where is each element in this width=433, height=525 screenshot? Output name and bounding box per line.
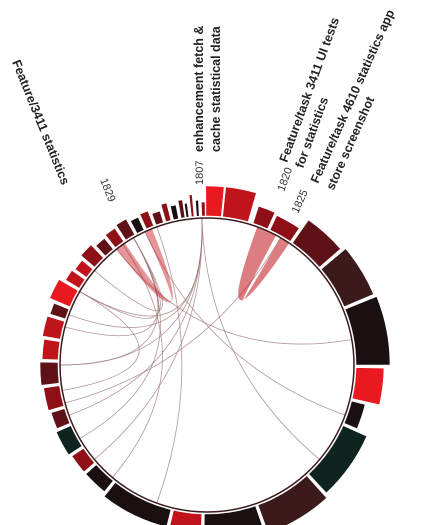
arc-segment[interactable] bbox=[71, 447, 95, 473]
arc-segment[interactable] bbox=[308, 425, 368, 494]
arc-segment[interactable] bbox=[65, 269, 86, 289]
arc-segment[interactable] bbox=[160, 202, 172, 223]
chord-link bbox=[64, 237, 159, 337]
arc-segment[interactable] bbox=[74, 259, 94, 278]
label-1829[interactable]: 1829 bbox=[97, 177, 117, 204]
arc-segment[interactable] bbox=[201, 201, 206, 217]
arc-segment[interactable] bbox=[151, 210, 164, 226]
chord-link bbox=[94, 237, 163, 312]
chord-links bbox=[59, 218, 352, 504]
label-1829-number: 1829 bbox=[97, 177, 117, 204]
arc-segment[interactable] bbox=[222, 186, 257, 223]
highlight-ribbons bbox=[116, 226, 290, 303]
arc-segment[interactable] bbox=[49, 279, 79, 308]
label-1820[interactable]: 1820 bbox=[276, 166, 296, 193]
arc-segments bbox=[39, 185, 391, 525]
chord-link bbox=[64, 237, 281, 404]
arc-segment[interactable] bbox=[195, 199, 200, 217]
arc-segment[interactable] bbox=[80, 244, 104, 268]
label-1807-number: 1807 bbox=[194, 161, 206, 185]
chord-link bbox=[116, 248, 352, 345]
chord-link bbox=[112, 244, 163, 478]
chord-link bbox=[59, 218, 203, 366]
arc-segment[interactable] bbox=[188, 194, 195, 218]
arc-segment[interactable] bbox=[205, 185, 225, 218]
arc-segment[interactable] bbox=[320, 248, 375, 308]
chord-link bbox=[79, 237, 161, 439]
arc-segment[interactable] bbox=[169, 509, 203, 525]
arc-segment[interactable] bbox=[104, 227, 125, 249]
arc-segment[interactable] bbox=[169, 204, 179, 221]
arc-segment[interactable] bbox=[343, 400, 366, 430]
arc-segment[interactable] bbox=[95, 237, 114, 257]
arc-segment[interactable] bbox=[39, 361, 60, 386]
inner-ring bbox=[59, 217, 355, 513]
arc-segment[interactable] bbox=[85, 464, 114, 493]
arc-segment[interactable] bbox=[183, 202, 190, 218]
label-1807-title-line1: enhancement fetch & bbox=[192, 26, 206, 152]
arc-segment[interactable] bbox=[43, 385, 65, 411]
chord-link bbox=[156, 226, 183, 504]
arc-segment[interactable] bbox=[50, 408, 71, 430]
arc-segment[interactable] bbox=[292, 219, 342, 268]
chord-link bbox=[144, 231, 346, 416]
label-1825[interactable]: 1825 bbox=[290, 188, 311, 215]
label-1829-title-text: Feature/3411 statistics bbox=[9, 58, 72, 187]
arc-segment[interactable] bbox=[49, 302, 70, 320]
chord-link bbox=[62, 291, 140, 391]
label-1807-title[interactable]: enhancement fetch & cache statistical da… bbox=[192, 25, 223, 152]
arc-segment[interactable] bbox=[55, 425, 83, 456]
arc-segment[interactable] bbox=[177, 199, 186, 219]
arc-segment[interactable] bbox=[130, 216, 145, 234]
arc-segment[interactable] bbox=[252, 205, 276, 230]
chord-ribbon bbox=[238, 226, 290, 301]
arc-segment[interactable] bbox=[41, 338, 61, 361]
arc-segment[interactable] bbox=[344, 296, 391, 366]
label-1807-title-line2: cache statistical data bbox=[209, 25, 223, 152]
arc-segment[interactable] bbox=[139, 210, 154, 230]
label-1829-title[interactable]: Feature/3411 statistics bbox=[9, 58, 72, 187]
label-1825-number: 1825 bbox=[290, 188, 311, 215]
label-1820-number: 1820 bbox=[276, 166, 296, 193]
label-1807[interactable]: 1807 bbox=[194, 161, 206, 185]
chord-ribbon bbox=[116, 228, 173, 303]
arc-segment[interactable] bbox=[269, 215, 300, 242]
chord-link bbox=[68, 218, 203, 328]
arc-segment[interactable] bbox=[203, 505, 267, 525]
arc-segment[interactable] bbox=[115, 218, 136, 241]
arc-segment[interactable] bbox=[103, 481, 172, 525]
arc-segment[interactable] bbox=[257, 475, 328, 525]
arc-segment[interactable] bbox=[42, 315, 65, 340]
arc-segment[interactable] bbox=[351, 367, 385, 406]
